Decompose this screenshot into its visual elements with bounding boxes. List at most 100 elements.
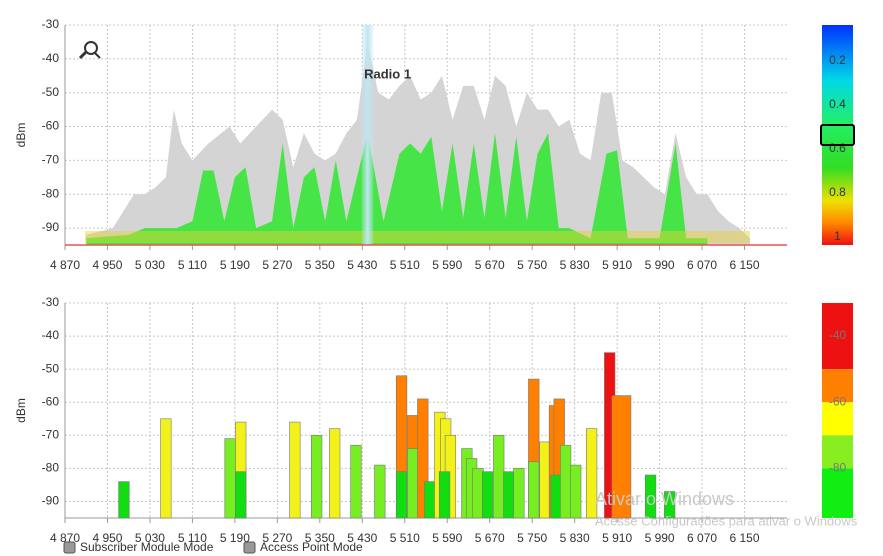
x-tick-label: 5 110	[178, 531, 207, 545]
y-tick-label: -50	[42, 85, 60, 99]
x-tick-label: 5 030	[135, 258, 165, 272]
bar	[407, 448, 419, 519]
bar	[374, 464, 386, 519]
y-tick-label: -30	[42, 17, 60, 31]
bar	[118, 481, 130, 519]
colorbar	[822, 25, 853, 245]
x-tick-label: 4 950	[92, 258, 122, 272]
colorbar-label: -80	[829, 461, 847, 475]
x-tick-label: 6 070	[687, 258, 717, 272]
x-tick-label: 5 670	[475, 531, 505, 545]
y-tick-label: -70	[42, 427, 60, 441]
x-tick-label: 6 150	[730, 531, 760, 545]
x-tick-label: 5 830	[560, 258, 590, 272]
bar	[570, 464, 582, 519]
mode-checkbox[interactable]	[63, 541, 76, 554]
x-tick-label: 5 590	[432, 258, 462, 272]
bar	[586, 428, 598, 519]
x-tick-label: 6 070	[687, 531, 717, 545]
bar	[611, 395, 632, 519]
x-tick-label: 5 510	[390, 258, 420, 272]
y-tick-label: -60	[42, 119, 60, 133]
colorbar-band	[822, 303, 853, 370]
y-tick-label: -60	[42, 394, 60, 408]
colorbar-label: 1	[834, 229, 841, 243]
y-tick-label: -30	[42, 295, 60, 309]
x-tick-label: 5 270	[262, 531, 292, 545]
bar	[493, 435, 505, 519]
bar	[289, 421, 301, 519]
bar	[550, 474, 562, 519]
x-tick-label: 5 430	[347, 531, 377, 545]
colorbar-band	[822, 369, 853, 403]
watermark-text: Acesse Configurações para ativar o Windo…	[595, 513, 858, 528]
x-tick-label: 5 670	[475, 258, 505, 272]
y-tick-label: -40	[42, 51, 60, 65]
bar	[311, 435, 323, 519]
mode-checkbox[interactable]	[243, 541, 256, 554]
bar	[539, 441, 551, 519]
x-tick-label: 5 910	[602, 531, 632, 545]
x-tick-label: 5 350	[305, 531, 335, 545]
bar	[224, 438, 236, 519]
colorbar-label: 0.4	[829, 97, 846, 111]
x-tick-label: 4 870	[50, 258, 80, 272]
y-tick-label: -50	[42, 361, 60, 375]
y-axis-title: dBm	[14, 123, 28, 148]
bar	[417, 398, 429, 519]
mode-label[interactable]: Subscriber Module Mode	[80, 540, 214, 554]
bar	[664, 491, 676, 519]
annotation: Radio 1	[364, 66, 411, 81]
x-tick-label: 5 990	[645, 531, 675, 545]
x-tick-label: 5 910	[602, 258, 632, 272]
colorbar-label: 0.2	[829, 53, 846, 67]
y-tick-label: -80	[42, 461, 60, 475]
x-tick-label: 5 190	[220, 531, 250, 545]
zoom-icon[interactable]	[78, 41, 101, 60]
bar	[395, 471, 408, 519]
colorbar-label: 0.6	[829, 141, 846, 155]
radio-highlight	[361, 25, 374, 245]
y-tick-label: -90	[42, 494, 60, 508]
bar	[528, 461, 540, 519]
x-tick-label: 5 030	[135, 531, 165, 545]
colorbar-marker	[820, 124, 855, 146]
y-tick-label: -90	[42, 220, 60, 234]
bar	[329, 428, 341, 519]
max-envelope	[86, 41, 750, 245]
bar	[503, 471, 515, 519]
x-tick-label: 5 750	[517, 531, 547, 545]
colorbar-band	[822, 435, 853, 469]
bar	[481, 471, 494, 519]
bar	[235, 471, 247, 519]
colorbar-band	[822, 468, 853, 518]
x-tick-label: 5 990	[645, 258, 675, 272]
x-tick-label: 5 750	[517, 258, 547, 272]
x-tick-label: 5 830	[560, 531, 590, 545]
colorbar-label: -60	[829, 394, 847, 408]
bar	[644, 474, 657, 519]
x-tick-label: 5 270	[262, 258, 292, 272]
chart-layer: dBm -30 -40 -50 -60 -70 -80 -90 4 870 4 950 5 030 5…	[14, 17, 858, 554]
x-tick-label: 5 110	[178, 258, 207, 272]
x-tick-label: 5 190	[220, 258, 250, 272]
y-tick-label: -80	[42, 186, 60, 200]
x-tick-label: 5 590	[432, 531, 462, 545]
bar	[424, 481, 436, 519]
watermark-title: Ativar o Windows	[595, 489, 734, 509]
x-tick-label: 5 430	[347, 258, 377, 272]
mode-label[interactable]: Access Point Mode	[260, 540, 363, 554]
density-area	[86, 133, 708, 245]
bar	[472, 468, 484, 519]
y-tick-label: -70	[42, 153, 60, 167]
heat-base	[85, 231, 750, 243]
x-tick-label: 5 510	[390, 531, 420, 545]
colorbar-band	[822, 402, 853, 436]
colorbar-label: 0.8	[829, 185, 846, 199]
bar	[560, 444, 572, 519]
y-tick-label: -40	[42, 328, 60, 342]
x-tick-label: 6 150	[730, 258, 760, 272]
bar	[438, 471, 451, 519]
y-axis-title: dBm	[14, 398, 28, 423]
